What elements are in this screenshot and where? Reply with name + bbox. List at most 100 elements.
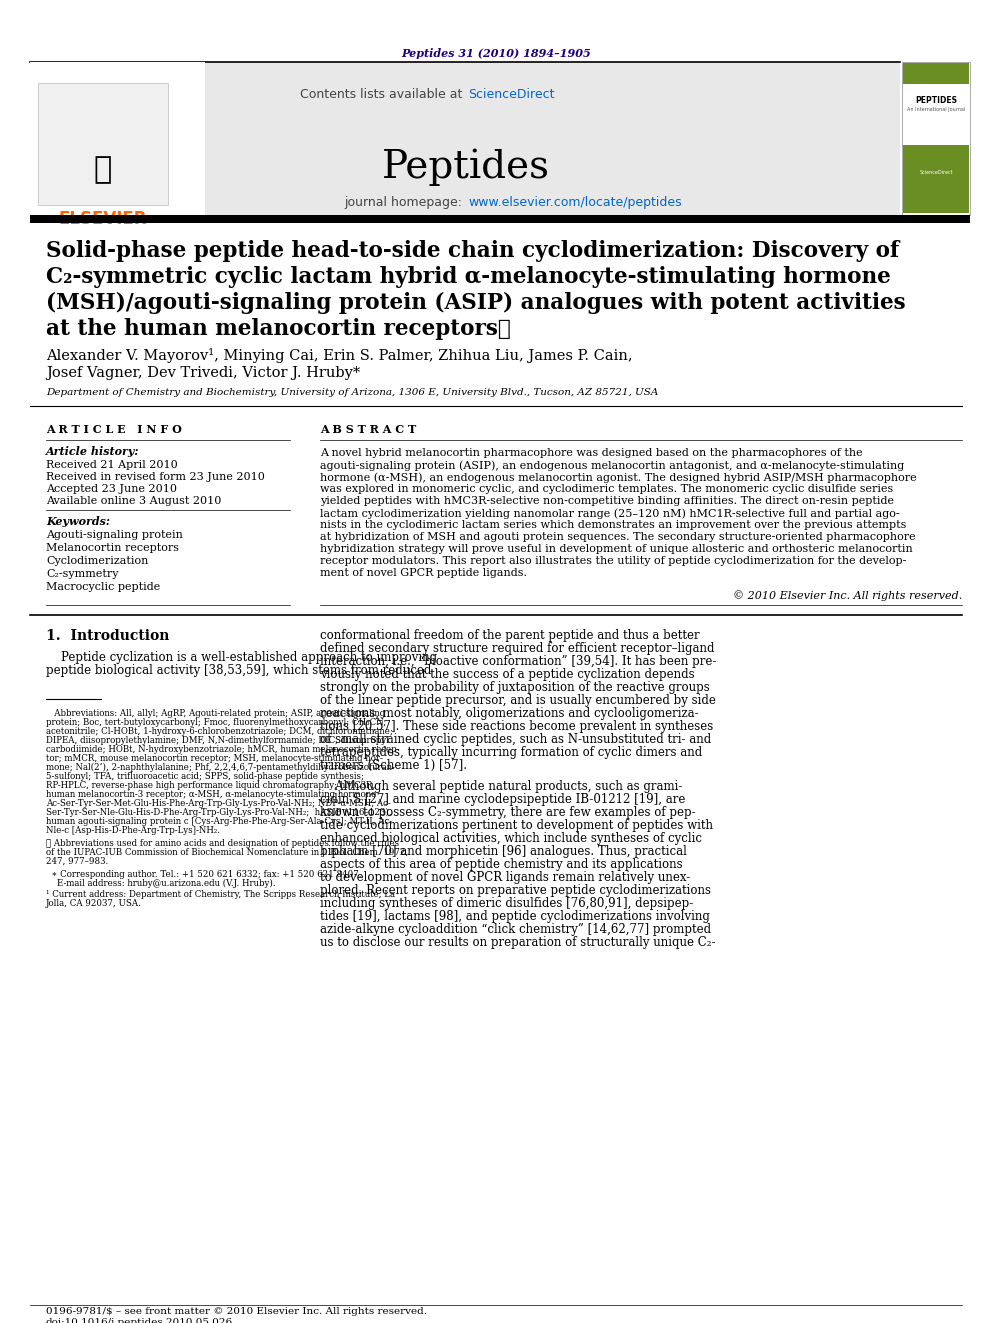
Text: (MSH)/agouti-signaling protein (ASIP) analogues with potent activities: (MSH)/agouti-signaling protein (ASIP) an… [46, 292, 906, 314]
Text: Ser-Tyr-Ser-Nle-Glu-His-D-Phe-Arg-Trp-Gly-Lys-Pro-Val-NH₂;  hASIP (116–123),: Ser-Tyr-Ser-Nle-Glu-His-D-Phe-Arg-Trp-Gl… [46, 808, 392, 818]
Text: ScienceDirect: ScienceDirect [468, 89, 555, 101]
Text: Received in revised form 23 June 2010: Received in revised form 23 June 2010 [46, 472, 265, 482]
Text: Keywords:: Keywords: [46, 516, 110, 527]
Text: tetrapeptides, typically incurring formation of cyclic dimers and: tetrapeptides, typically incurring forma… [320, 746, 702, 759]
Text: ¹ Current address: Department of Chemistry, The Scripps Research Institute, La: ¹ Current address: Department of Chemist… [46, 890, 395, 900]
Text: Department of Chemistry and Biochemistry, University of Arizona, 1306 E, Univers: Department of Chemistry and Biochemistry… [46, 388, 659, 397]
Bar [38, 83, 168, 205]
Text: 1.  Introduction: 1. Introduction [46, 628, 170, 643]
Text: Ac-Ser-Tyr-Ser-Met-Glu-His-Phe-Arg-Trp-Gly-Lys-Pro-Val-NH₂; NDP-α-MSH, Ac-: Ac-Ser-Tyr-Ser-Met-Glu-His-Phe-Arg-Trp-G… [46, 799, 391, 808]
Text: reactions, most notably, oligomerizations and cyclooligomeriza-: reactions, most notably, oligomerization… [320, 706, 698, 720]
Text: Macrocyclic peptide: Macrocyclic peptide [46, 582, 161, 591]
Text: acetonitrile; Cl-HOBt, 1-hydroxy-6-chlorobenzotriazole; DCM, dichloromethane;: acetonitrile; Cl-HOBt, 1-hydroxy-6-chlor… [46, 728, 393, 736]
Text: of small strained cyclic peptides, such as N-unsubstituted tri- and: of small strained cyclic peptides, such … [320, 733, 711, 746]
Text: enhanced biological activities, which include syntheses of cyclic: enhanced biological activities, which in… [320, 832, 702, 845]
Text: of the IUPAC-IUB Commission of Biochemical Nomenclature in J. Biol. Chem. 1972,: of the IUPAC-IUB Commission of Biochemic… [46, 848, 409, 857]
Text: lactam cyclodimerization yielding nanomolar range (25–120 nM) hMC1R-selective fu: lactam cyclodimerization yielding nanomo… [320, 508, 900, 519]
Text: Article history:: Article history: [46, 446, 140, 456]
Text: conformational freedom of the parent peptide and thus a better: conformational freedom of the parent pep… [320, 628, 699, 642]
Text: including syntheses of dimeric disulfides [76,80,91], depsipep-: including syntheses of dimeric disulfide… [320, 897, 693, 910]
Text: Nle-c [Asp-His-D-Phe-Arg-Trp-Lys]-NH₂.: Nle-c [Asp-His-D-Phe-Arg-Trp-Lys]-NH₂. [46, 826, 220, 835]
Text: at hybridization of MSH and agouti protein sequences. The secondary structure-or: at hybridization of MSH and agouti prote… [320, 532, 916, 542]
Text: Peptides: Peptides [382, 148, 550, 185]
Text: Josef Vagner, Dev Trivedi, Victor J. Hruby*: Josef Vagner, Dev Trivedi, Victor J. Hru… [46, 366, 360, 380]
Text: hybridization strategy will prove useful in development of unique allosteric and: hybridization strategy will prove useful… [320, 544, 913, 554]
Text: 0196-9781/$ – see front matter © 2010 Elsevier Inc. All rights reserved.: 0196-9781/$ – see front matter © 2010 El… [46, 1307, 427, 1316]
Text: 247, 977–983.: 247, 977–983. [46, 857, 108, 867]
Bar [30, 62, 205, 216]
Text: An International Journal: An International Journal [907, 107, 965, 112]
Text: peptide biological activity [38,53,59], which stems from reduced: peptide biological activity [38,53,59], … [46, 664, 432, 677]
Text: protein; Boc, tert-butyloxycarbonyl; Fmoc, fluorenylmethoxycarbonyl; CH₃CN,: protein; Boc, tert-butyloxycarbonyl; Fmo… [46, 718, 386, 728]
Text: plored. Recent reports on preparative peptide cyclodimerizations: plored. Recent reports on preparative pe… [320, 884, 711, 897]
Text: A R T I C L E   I N F O: A R T I C L E I N F O [46, 423, 182, 435]
Text: Cyclodimerization: Cyclodimerization [46, 556, 149, 566]
Text: Although several peptide natural products, such as grami-: Although several peptide natural product… [320, 781, 682, 792]
Text: Accepted 23 June 2010: Accepted 23 June 2010 [46, 484, 177, 493]
Text: A novel hybrid melanocortin pharmacophore was designed based on the pharmacophor: A novel hybrid melanocortin pharmacophor… [320, 448, 863, 458]
Text: nists in the cyclodimeric lactam series which demonstrates an improvement over t: nists in the cyclodimeric lactam series … [320, 520, 907, 531]
Text: cidin S [27] and marine cyclodepsipeptide IB-01212 [19], are: cidin S [27] and marine cyclodepsipeptid… [320, 792, 685, 806]
Bar [902, 62, 970, 216]
Bar [903, 146, 969, 213]
Text: carbodiimide; HOBt, N-hydroxybenzotriazole; hMCR, human melanocortin recep-: carbodiimide; HOBt, N-hydroxybenzotriazo… [46, 745, 400, 754]
Text: agouti-signaling protein (ASIP), an endogenous melanocortin antagonist, and α-me: agouti-signaling protein (ASIP), an endo… [320, 460, 905, 471]
Text: Available online 3 August 2010: Available online 3 August 2010 [46, 496, 221, 505]
Text: aspects of this area of peptide chemistry and its applications: aspects of this area of peptide chemistr… [320, 859, 682, 871]
Text: Received 21 April 2010: Received 21 April 2010 [46, 460, 178, 470]
Text: biphalin [70] and morphicetin [96] analogues. Thus, practical: biphalin [70] and morphicetin [96] analo… [320, 845, 686, 859]
Text: Peptide cyclization is a well-established approach to improving: Peptide cyclization is a well-establishe… [46, 651, 437, 664]
Text: trimers (Scheme 1) [57].: trimers (Scheme 1) [57]. [320, 759, 467, 773]
Text: viously noted that the success of a peptide cyclization depends: viously noted that the success of a pept… [320, 668, 694, 681]
Bar [903, 83, 969, 146]
Bar [30, 216, 970, 224]
Text: tides [19], lactams [98], and peptide cyclodimerizations involving: tides [19], lactams [98], and peptide cy… [320, 910, 710, 923]
Text: ment of novel GPCR peptide ligands.: ment of novel GPCR peptide ligands. [320, 568, 527, 578]
Text: strongly on the probability of juxtaposition of the reactive groups: strongly on the probability of juxtaposi… [320, 681, 709, 695]
Text: azide-alkyne cycloaddition “click chemistry” [14,62,77] prompted: azide-alkyne cycloaddition “click chemis… [320, 923, 711, 935]
Text: www.elsevier.com/locate/peptides: www.elsevier.com/locate/peptides [468, 196, 682, 209]
Text: of the linear peptide precursor, and is usually encumbered by side: of the linear peptide precursor, and is … [320, 695, 716, 706]
Text: Melanocortin receptors: Melanocortin receptors [46, 542, 179, 553]
Text: Jolla, CA 92037, USA.: Jolla, CA 92037, USA. [46, 900, 142, 908]
Text: C₂-symmetric cyclic lactam hybrid α-melanocyte-stimulating hormone: C₂-symmetric cyclic lactam hybrid α-mela… [46, 266, 891, 288]
Text: human melanocortin-3 receptor; α-MSH, α-melanocyte-stimulating hormone: human melanocortin-3 receptor; α-MSH, α-… [46, 790, 376, 799]
Text: doi:10.1016/j.peptides.2010.05.026: doi:10.1016/j.peptides.2010.05.026 [46, 1318, 233, 1323]
Text: was explored in monomeric cyclic, and cyclodimeric templates. The monomeric cycl: was explored in monomeric cyclic, and cy… [320, 484, 893, 493]
Text: receptor modulators. This report also illustrates the utility of peptide cyclodi: receptor modulators. This report also il… [320, 556, 907, 566]
Bar [30, 62, 900, 216]
Text: known to possess C₂-symmetry, there are few examples of pep-: known to possess C₂-symmetry, there are … [320, 806, 695, 819]
Text: to development of novel GPCR ligands remain relatively unex-: to development of novel GPCR ligands rem… [320, 871, 690, 884]
Text: Solid-phase peptide head-to-side chain cyclodimerization: Discovery of: Solid-phase peptide head-to-side chain c… [46, 239, 900, 262]
Text: ELSEVIER: ELSEVIER [59, 210, 147, 228]
Text: Peptides 31 (2010) 1894–1905: Peptides 31 (2010) 1894–1905 [401, 48, 591, 60]
Bar [903, 64, 969, 83]
Text: 5-sulfonyl; TFA, trifluoroacetic acid; SPPS, solid-phase peptide synthesis;: 5-sulfonyl; TFA, trifluoroacetic acid; S… [46, 773, 364, 781]
Text: tide cyclodimerizations pertinent to development of peptides with: tide cyclodimerizations pertinent to dev… [320, 819, 713, 832]
Text: mone; Nal(2’), 2-naphthylalanine; Phf, 2,2,4,6,7-pentamethyldihydrobenzofuran-: mone; Nal(2’), 2-naphthylalanine; Phf, 2… [46, 763, 395, 773]
Text: human agouti-signaling protein c [Cys-Arg-Phe-Phe-Arg-Ser-Ala-Cys]; MT-II, Ac-: human agouti-signaling protein c [Cys-Ar… [46, 818, 392, 826]
Text: Alexander V. Mayorov¹, Minying Cai, Erin S. Palmer, Zhihua Liu, James P. Cain,: Alexander V. Mayorov¹, Minying Cai, Erin… [46, 348, 633, 363]
Text: at the human melanocortin receptors⋆: at the human melanocortin receptors⋆ [46, 318, 511, 340]
Text: Contents lists available at: Contents lists available at [300, 89, 466, 101]
Text: DIPEA, diisopropylethylamine; DMF, N,N-dimethylformamide; DIC, diisopropyl: DIPEA, diisopropylethylamine; DMF, N,N-d… [46, 736, 389, 745]
Text: us to disclose our results on preparation of structurally unique C₂-: us to disclose our results on preparatio… [320, 935, 715, 949]
Text: Agouti-signaling protein: Agouti-signaling protein [46, 531, 183, 540]
Text: A B S T R A C T: A B S T R A C T [320, 423, 417, 435]
Text: ∗ Corresponding author. Tel.: +1 520 621 6332; fax: +1 520 621 8407.: ∗ Corresponding author. Tel.: +1 520 621… [46, 871, 361, 878]
Text: tions [20,57]. These side reactions become prevalent in syntheses: tions [20,57]. These side reactions beco… [320, 720, 713, 733]
Text: E-mail address: hruby@u.arizona.edu (V.J. Hruby).: E-mail address: hruby@u.arizona.edu (V.J… [46, 878, 276, 888]
Text: tor; mMCR, mouse melanocortin receptor; MSH, melanocyte-stimulating hor-: tor; mMCR, mouse melanocortin receptor; … [46, 754, 383, 763]
Text: ScienceDirect: ScienceDirect [920, 169, 952, 175]
Text: ⋆ Abbreviations used for amino acids and designation of peptides follow the rule: ⋆ Abbreviations used for amino acids and… [46, 839, 399, 848]
Text: PEPTIDES: PEPTIDES [915, 97, 957, 105]
Text: 🌳: 🌳 [94, 156, 112, 184]
Text: journal homepage:: journal homepage: [344, 196, 466, 209]
Text: defined secondary structure required for efficient receptor–ligand: defined secondary structure required for… [320, 642, 714, 655]
Text: RP-HPLC, reverse-phase high performance liquid chromatography; hMC3R,: RP-HPLC, reverse-phase high performance … [46, 781, 375, 790]
Text: hormone (α-MSH), an endogenous melanocortin agonist. The designed hybrid ASIP/MS: hormone (α-MSH), an endogenous melanocor… [320, 472, 917, 483]
Text: interaction, i.e., “bioactive conformation” [39,54]. It has been pre-: interaction, i.e., “bioactive conformati… [320, 655, 716, 668]
Text: yielded peptides with hMC3R-selective non-competitive binding affinities. The di: yielded peptides with hMC3R-selective no… [320, 496, 894, 505]
Text: © 2010 Elsevier Inc. All rights reserved.: © 2010 Elsevier Inc. All rights reserved… [733, 590, 962, 601]
Text: C₂-symmetry: C₂-symmetry [46, 569, 118, 579]
